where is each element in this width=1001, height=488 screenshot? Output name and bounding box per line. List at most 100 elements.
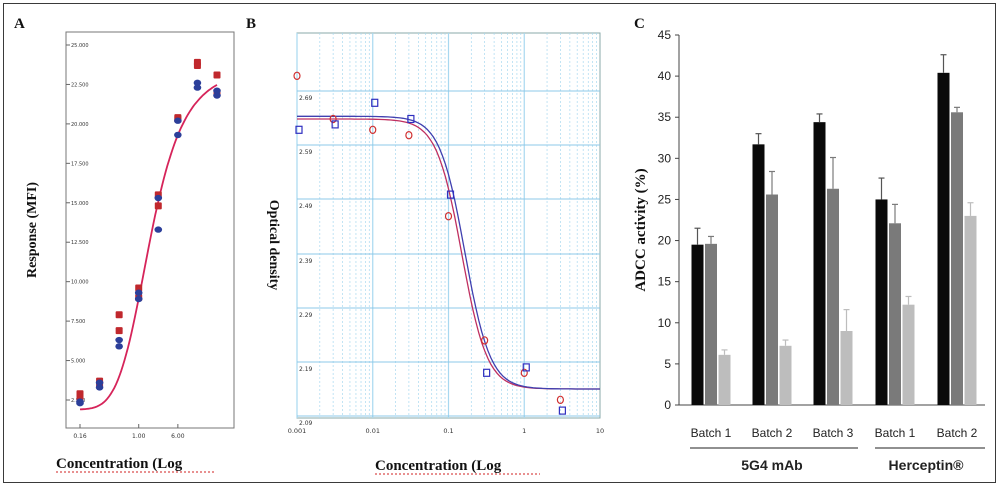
panel-b-x-tick-label: 0.1: [443, 427, 453, 435]
panel-a-xlabel: Concentration (Log: [56, 456, 183, 472]
panel-b-point-red: [329, 114, 337, 124]
panel-b-point-red: [520, 368, 528, 377]
panel-a-point-red: [115, 311, 123, 319]
panel-a-point-blue: [95, 379, 104, 386]
panel-c-category-label: Batch 2: [937, 426, 978, 440]
panel-a-point-red: [193, 62, 201, 70]
panel-a-point-blue: [115, 343, 123, 350]
panel-b: B 2.09 2.19 2.29 2.39 2.49 2.59 2.69 0.001 0.01…: [246, 16, 604, 475]
panel-a-y-tick-label: 7.500: [71, 319, 85, 325]
panel-c-bar: [691, 244, 704, 405]
panel-b-grid: [296, 33, 600, 418]
panel-b-y-tick-label: 2.39: [299, 258, 313, 265]
panel-c-group-label: Herceptin®: [889, 457, 965, 473]
panel-a-y-tick-label: 10.000: [71, 280, 89, 286]
panel-a-plot-area: [65, 31, 235, 429]
panel-c-y-tick-label: 0: [664, 398, 671, 412]
panel-c-y-tick-label: 25: [658, 192, 672, 206]
panel-a-x-ticks: 0.16 1.00 6.00: [73, 424, 185, 440]
panel-b-x-tick-label: 0.001: [288, 427, 307, 435]
panel-a-y-tick-label: 22.500: [71, 82, 89, 88]
panel-c-y-tick-label: 45: [658, 28, 672, 42]
panel-a-x-tick-label: 6.00: [171, 433, 185, 440]
panel-a-point-blue: [174, 131, 182, 139]
panel-c-label: C: [634, 16, 645, 32]
panel-c-bar: [766, 194, 778, 405]
panel-c-y-tick-label: 35: [658, 110, 672, 124]
panel-b-point-blue: [407, 114, 415, 124]
panel-b-xlabel: Concentration (Log: [375, 458, 502, 474]
panel-b-y-tick-label: 2.29: [299, 312, 313, 319]
panel-c-bar: [964, 215, 977, 405]
panel-b-point-red: [481, 336, 489, 345]
panel-b-y-ticks: 2.09 2.19 2.29 2.39 2.49 2.59 2.69: [299, 95, 313, 427]
panel-b-point-red: [369, 125, 377, 135]
panel-c-bar: [875, 199, 888, 405]
figure-frame: [3, 3, 996, 483]
panel-c-y-tick-label: 20: [658, 234, 672, 248]
panel-a-x-tick-label: 1.00: [132, 433, 146, 440]
panel-c-bar: [902, 304, 915, 405]
panel-c-y-tick-label: 10: [658, 316, 672, 330]
panel-a-ylabel: Response (MFI): [25, 182, 40, 278]
panel-a-label: A: [14, 16, 25, 32]
panel-a-point-blue: [134, 289, 143, 296]
panel-c-category-label: Batch 1: [691, 426, 732, 440]
panel-a-point-red: [213, 71, 221, 79]
panel-b-y-tick-label: 2.49: [299, 203, 313, 210]
panel-b-point-blue: [483, 368, 491, 377]
panel-b-point-blue: [558, 406, 566, 415]
panel-a-y-tick-label: 12.500: [71, 240, 89, 246]
panel-c-category-label: Batch 3: [813, 426, 854, 440]
panel-a-x-tick-label: 0.16: [73, 433, 87, 440]
panel-c-bar: [752, 144, 765, 405]
panel-c-category-label: Batch 1: [875, 426, 916, 440]
panel-b-y-tick-label: 2.59: [299, 149, 313, 156]
panel-b-point-red: [556, 395, 564, 404]
panel-b-point-red: [444, 211, 453, 221]
panel-a-y-tick-label: 20.000: [71, 122, 89, 128]
panel-a-point-red: [115, 327, 123, 335]
panel-b-x-tick-label: 0.01: [366, 427, 380, 435]
panel-a-point-blue: [193, 84, 202, 91]
panel-b-point-blue: [371, 98, 379, 107]
panel-c-categories: Batch 1 Batch 2 Batch 3 Batch 1 Batch 2: [691, 426, 978, 440]
panel-a-point-red: [154, 202, 162, 210]
panel-c-bar: [779, 345, 792, 405]
panel-a-point-red: [135, 284, 143, 292]
panel-a-point-blue: [76, 398, 84, 405]
panel-b-x-tick-label: 10: [596, 427, 604, 435]
panel-c-bar: [937, 72, 950, 406]
panel-b-label: B: [246, 16, 256, 32]
panel-b-point-red: [405, 130, 413, 140]
panel-c-y-tick-label: 40: [658, 69, 672, 83]
panel-a-point-blue: [115, 336, 123, 344]
panel-c-bar: [951, 112, 963, 406]
panel-c-bar: [827, 188, 839, 405]
panel-b-y-tick-label: 2.19: [299, 366, 313, 373]
panel-c-y-tick-label: 15: [658, 275, 672, 289]
panel-c-y-tick-label: 5: [664, 357, 671, 371]
panel-b-x-ticks: 0.001 0.01 0.1 1 10: [288, 427, 604, 435]
panel-b-y-tick-label: 2.09: [299, 420, 313, 427]
panel-b-point-red: [293, 71, 301, 81]
panel-c-bars: [691, 54, 977, 406]
panel-b-point-blue: [331, 120, 339, 129]
panel-a-point-blue: [213, 92, 221, 99]
panel-b-point-blue: [522, 363, 530, 372]
panel-a-y-tick-label: 25.000: [71, 43, 89, 49]
panel-a-point-blue: [213, 87, 221, 94]
panel-b-ylabel: Optical density: [266, 200, 281, 291]
panel-a-point-blue: [95, 384, 104, 391]
panel-c-bar: [705, 243, 717, 405]
panel-b-x-tick-label: 1: [522, 427, 526, 435]
panel-c-y-tick-label: 30: [658, 151, 672, 165]
panel-b-fit-curve-blue: [297, 115, 600, 390]
panel-b-y-tick-label: 2.69: [299, 95, 313, 102]
panel-c-group-label: 5G4 mAb: [741, 457, 802, 473]
panel-a-point-blue: [134, 295, 143, 303]
panel-a-fit-curve: [79, 84, 218, 411]
panel-a-point-blue: [154, 226, 163, 233]
panel-c-category-label: Batch 2: [752, 426, 793, 440]
